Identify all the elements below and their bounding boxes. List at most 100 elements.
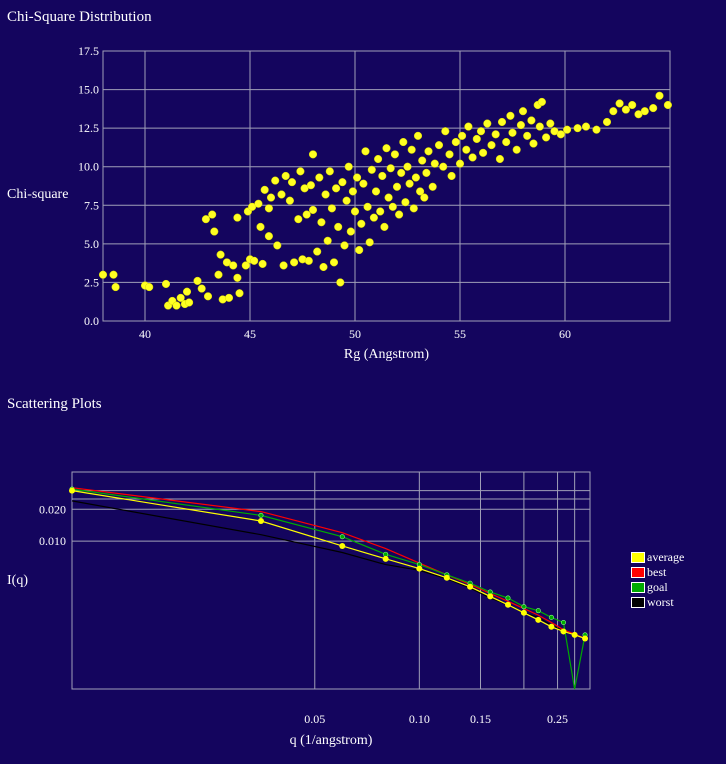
chi-y-tick-label: 0.0 — [84, 314, 99, 328]
chi-data-point — [428, 182, 437, 191]
chi-data-point — [260, 185, 269, 194]
chi-data-point — [355, 245, 364, 255]
legend-swatch-goal — [631, 582, 645, 593]
chi-data-point — [145, 283, 154, 292]
scattering-point-average — [520, 609, 527, 616]
chi-data-point — [592, 125, 601, 134]
chi-data-point — [506, 111, 515, 120]
scattering-series-line-worst — [71, 500, 586, 640]
chi-data-point — [201, 215, 210, 224]
chi-data-point — [367, 165, 376, 174]
scattering-x-tick-label: 0.25 — [547, 712, 568, 726]
chi-data-point — [455, 159, 465, 168]
scattering-point-goal — [339, 534, 345, 540]
chi-data-point — [250, 256, 259, 265]
chi-data-point — [487, 141, 496, 150]
chi-data-point — [542, 133, 551, 142]
chi-data-point — [214, 270, 223, 279]
scattering-series-line-average — [71, 490, 586, 640]
chi-data-point — [386, 164, 395, 173]
chi-data-point — [353, 173, 362, 182]
chi-data-point — [371, 187, 381, 196]
chi-square-title: Chi-Square Distribution — [7, 9, 152, 25]
chi-data-point — [581, 122, 591, 131]
chi-data-point — [350, 207, 360, 216]
scattering-point-goal — [535, 608, 541, 614]
chi-data-point — [193, 276, 202, 285]
chi-data-point — [413, 131, 423, 140]
chi-data-point — [254, 199, 263, 208]
chi-data-point — [447, 171, 456, 181]
chi-data-point — [344, 162, 353, 171]
chi-y-tick-label: 17.5 — [78, 44, 99, 58]
chi-y-tick-label: 7.5 — [84, 198, 99, 212]
chi-data-point — [512, 145, 521, 154]
chi-data-point — [306, 181, 315, 190]
scattering-point-average — [443, 574, 450, 581]
chi-data-point — [424, 147, 433, 156]
chi-data-point — [317, 218, 326, 227]
scattering-x-tick-label: 0.15 — [470, 712, 491, 726]
chi-data-point — [479, 148, 488, 157]
chi-data-point — [285, 196, 294, 205]
chi-data-point — [502, 137, 511, 147]
scattering-point-average — [382, 555, 389, 562]
chi-data-point — [563, 125, 572, 134]
chi-data-point — [602, 117, 612, 127]
scattering-point-average — [257, 517, 264, 524]
chi-data-point — [176, 293, 185, 302]
legend-item-best: best — [631, 565, 684, 580]
chi-data-point — [409, 204, 418, 213]
scattering-point-average — [504, 601, 511, 608]
legend-item-worst: worst — [631, 595, 684, 610]
chi-data-point — [235, 289, 244, 298]
chi-data-point — [359, 179, 368, 188]
chi-data-point — [111, 283, 120, 292]
chi-data-point — [308, 205, 318, 214]
chi-data-point — [340, 241, 349, 250]
chi-data-point — [462, 145, 471, 154]
chi-data-point — [264, 204, 273, 213]
chi-data-point — [422, 168, 431, 177]
legend-label-best: best — [647, 565, 667, 579]
chi-data-point — [476, 127, 486, 136]
chi-x-tick-label: 50 — [349, 327, 361, 341]
chi-data-point — [279, 261, 288, 270]
chi-data-point — [609, 107, 618, 116]
chi-data-point — [210, 227, 219, 236]
chi-data-point — [264, 232, 273, 241]
scattering-series-line-goal — [71, 488, 586, 690]
chi-data-point — [363, 202, 372, 211]
chi-data-point — [258, 259, 267, 268]
chi-data-point — [342, 196, 351, 205]
chi-x-axis-label: Rg (Angstrom) — [344, 347, 430, 362]
chi-data-point — [273, 241, 282, 250]
chi-data-point — [537, 97, 546, 106]
chi-data-point — [109, 270, 118, 279]
chi-data-point — [529, 139, 538, 148]
chi-data-point — [256, 222, 265, 231]
chi-data-point — [266, 193, 276, 202]
chi-data-point — [216, 250, 225, 259]
chi-y-axis-label: Chi-square — [7, 187, 68, 202]
scattering-title: Scattering Plots — [7, 396, 102, 412]
chi-data-point — [327, 204, 336, 213]
chi-data-point — [382, 144, 391, 153]
legend-label-worst: worst — [647, 595, 674, 609]
chi-data-point — [233, 273, 242, 282]
scattering-plot-frame — [71, 471, 591, 690]
chi-data-point — [334, 222, 343, 231]
scattering-point-goal — [560, 620, 566, 626]
chi-data-point — [405, 179, 414, 188]
chi-y-tick-label: 15.0 — [78, 83, 99, 97]
chi-y-tick-label: 10.0 — [78, 160, 99, 174]
scattering-point-average — [535, 616, 542, 623]
scattering-point-average — [548, 623, 555, 630]
scattering-y-axis-label: I(q) — [7, 573, 28, 588]
scattering-point-goal — [258, 512, 264, 518]
chi-data-point — [308, 150, 318, 159]
chi-data-point — [277, 190, 286, 199]
chi-data-point — [304, 256, 313, 265]
chi-x-tick-label: 55 — [454, 327, 466, 341]
chi-data-point — [527, 116, 536, 125]
